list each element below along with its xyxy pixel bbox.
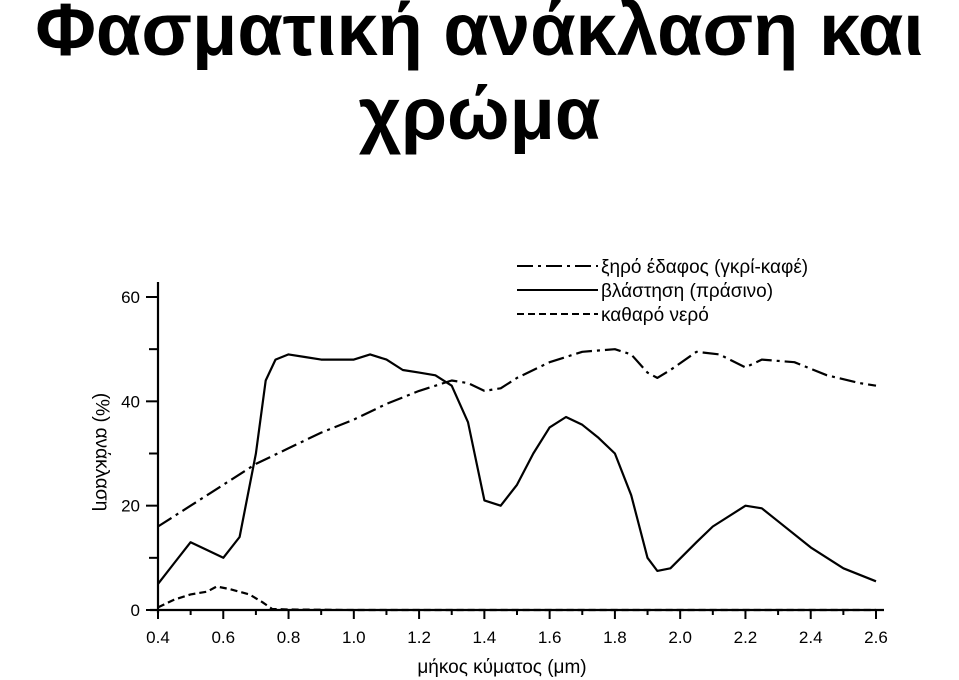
legend-label: ξηρό έδαφος (γκρί-καφέ) bbox=[601, 257, 808, 278]
x-axis-label: μήκος κύματος (μm) bbox=[417, 657, 586, 678]
slide-title-line-2: χρώμα bbox=[358, 72, 601, 155]
x-tick-label: 1.8 bbox=[603, 628, 627, 647]
chart-axes: 0 20 40 60 0.4 0.6 0.8 1.0 1.2 1.4 1.6 1.8 2.0 2.2 2.4… bbox=[121, 282, 888, 647]
x-tick-label: 2.6 bbox=[864, 628, 888, 647]
y-axis-label: (%) ανάκλαση bbox=[91, 393, 112, 511]
series-line-1 bbox=[157, 348, 877, 528]
x-tick-label: 1.0 bbox=[342, 628, 366, 647]
x-tick-label: 2.0 bbox=[668, 628, 692, 647]
x-tick-label: 0.6 bbox=[211, 628, 235, 647]
legend-label: καθαρό νερό bbox=[601, 305, 709, 326]
x-tick-label: 2.4 bbox=[799, 628, 823, 647]
x-tick-label: 1.6 bbox=[538, 628, 562, 647]
x-tick-label: 2.2 bbox=[734, 628, 758, 647]
series-line-2 bbox=[157, 353, 877, 585]
y-tick-label: 20 bbox=[121, 497, 140, 516]
chart-legend: ξηρό έδαφος (γκρί-καφέ) βλάστηση (πράσινο… bbox=[517, 257, 808, 326]
y-tick-label: 40 bbox=[121, 392, 140, 411]
x-tick-label: 1.4 bbox=[473, 628, 497, 647]
series-line-3 bbox=[157, 585, 876, 612]
y-tick-label: 60 bbox=[121, 288, 140, 307]
x-tick-label: 0.8 bbox=[277, 628, 301, 647]
legend-label: βλάστηση (πράσινο) bbox=[601, 281, 773, 302]
x-tick-label: 1.2 bbox=[407, 628, 431, 647]
chart-series bbox=[157, 348, 877, 612]
slide-title-line-1: Φασματική ανάκλαση και bbox=[35, 0, 924, 71]
x-tick-label: 0.4 bbox=[146, 628, 170, 647]
slide-title: Φασματική ανάκλαση και χρώμα bbox=[0, 0, 959, 156]
y-tick-label: 0 bbox=[131, 601, 140, 620]
